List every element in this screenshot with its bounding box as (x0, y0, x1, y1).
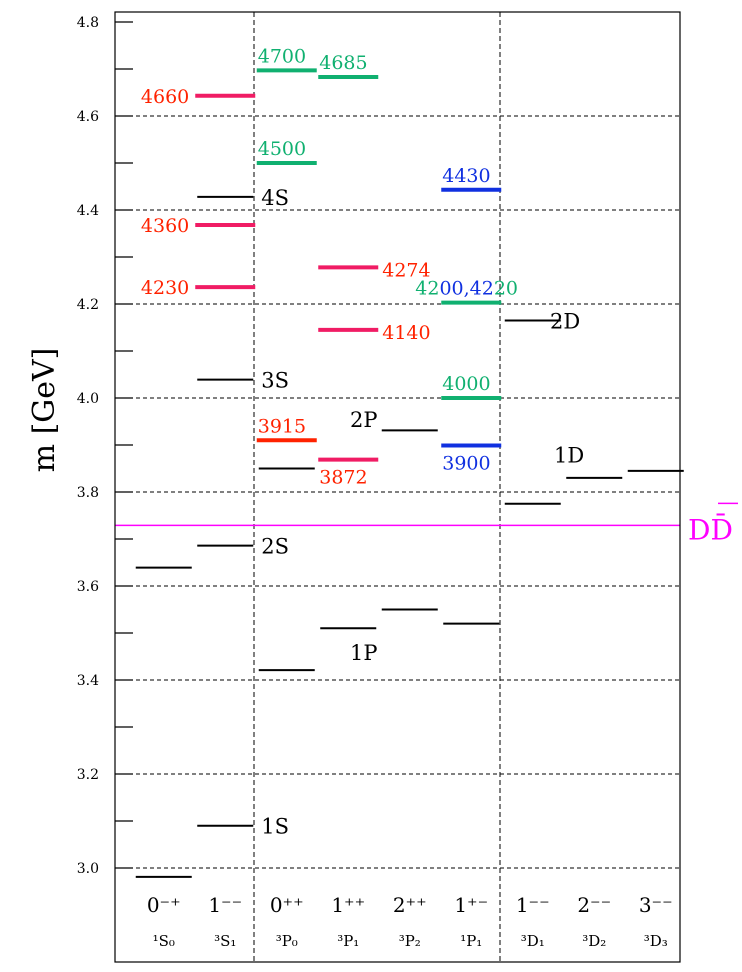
term-label: ¹P₁ (460, 932, 482, 950)
jpc-label: 1⁻⁻ (208, 893, 242, 917)
tick-label: 3.2 (77, 767, 99, 783)
tick-label: 3.6 (77, 579, 99, 595)
tick-label: 4.2 (77, 297, 99, 313)
y-axis-label: m [GeV] (27, 348, 62, 473)
state-label: 1S (261, 815, 289, 839)
jpc-label: 2⁺⁺ (393, 893, 427, 917)
term-label: ³D₂ (582, 932, 606, 950)
combined-label-part: 00,42 (439, 278, 493, 300)
level-labels: 1S 2S 3S 4S 1P 2P 1D 2D 4660 4360 4230 4700 4500 3915… (141, 45, 584, 838)
combined-label-part: 20 (494, 278, 518, 300)
grid-lines (115, 115, 680, 869)
jpc-label: 1⁺⁻ (454, 893, 488, 917)
term-label: ¹S₀ (153, 932, 175, 950)
y-axis-ticks: 3.0 3.2 3.4 3.6 3.8 4.0 4.2 4.4 4.6 4.8 (77, 15, 133, 877)
observed-label: 4660 (141, 86, 189, 108)
term-label: ³P₁ (337, 932, 359, 950)
jpc-label: 0⁻⁺ (147, 893, 181, 917)
tick-label: 4.8 (77, 15, 99, 31)
tick-label: 3.4 (77, 673, 99, 689)
combined-observed-label: 4200,4220 (415, 278, 518, 300)
state-label: 1D (554, 443, 584, 467)
term-label: ³D₃ (644, 932, 668, 950)
observed-label: 4360 (141, 215, 189, 237)
plot-frame (114, 11, 681, 963)
column-dividers (253, 12, 501, 962)
jpc-label: 3⁻⁻ (639, 893, 673, 917)
observed-label: 3915 (258, 415, 306, 437)
observed-label: 3900 (442, 452, 490, 474)
state-label: 2S (261, 535, 289, 559)
observed-label: 4000 (442, 373, 490, 395)
state-label: 3S (261, 369, 289, 393)
tick-label: 3.8 (77, 485, 99, 501)
term-label: ³P₀ (276, 932, 298, 950)
jpc-label: 1⁻⁻ (516, 893, 550, 917)
state-label: 2P (350, 408, 378, 432)
observed-label: 4685 (319, 52, 367, 74)
observed-label: 4274 (382, 259, 430, 281)
tick-label: 3.0 (77, 861, 99, 877)
jpc-label: 1⁺⁺ (331, 893, 365, 917)
combined-label-part: 42 (415, 278, 439, 300)
tick-label: 4.4 (77, 203, 99, 219)
observed-label: 4700 (258, 45, 306, 67)
term-label: ³S₁ (214, 932, 236, 950)
observed-label: 4500 (258, 138, 306, 160)
column-labels: 0⁻⁺ ¹S₀ 1⁻⁻ ³S₁ 0⁺⁺ ³P₀ 1⁺⁺ ³P₁ 2⁺⁺ ³P₂ 1⁺⁻ ¹P₁ 1⁻⁻ ³… (147, 893, 673, 950)
state-label: 2D (550, 309, 580, 333)
threshold-label: DD̄ (688, 512, 733, 546)
jpc-label: 2⁻⁻ (577, 893, 611, 917)
observed-label: 4230 (141, 277, 189, 299)
jpc-label: 0⁺⁺ (270, 893, 304, 917)
levels (135, 68, 684, 878)
observed-label: 4140 (382, 322, 430, 344)
tick-label: 4.6 (77, 109, 99, 125)
tick-label: 4.0 (77, 391, 99, 407)
threshold-group: DD̄ (115, 502, 738, 546)
term-label: ³D₁ (521, 932, 545, 950)
observed-label: 4430 (442, 165, 490, 187)
term-label: ³P₂ (399, 932, 421, 950)
observed-label: 3872 (319, 467, 367, 489)
state-label: 1P (350, 641, 378, 665)
state-label: 4S (261, 186, 289, 210)
